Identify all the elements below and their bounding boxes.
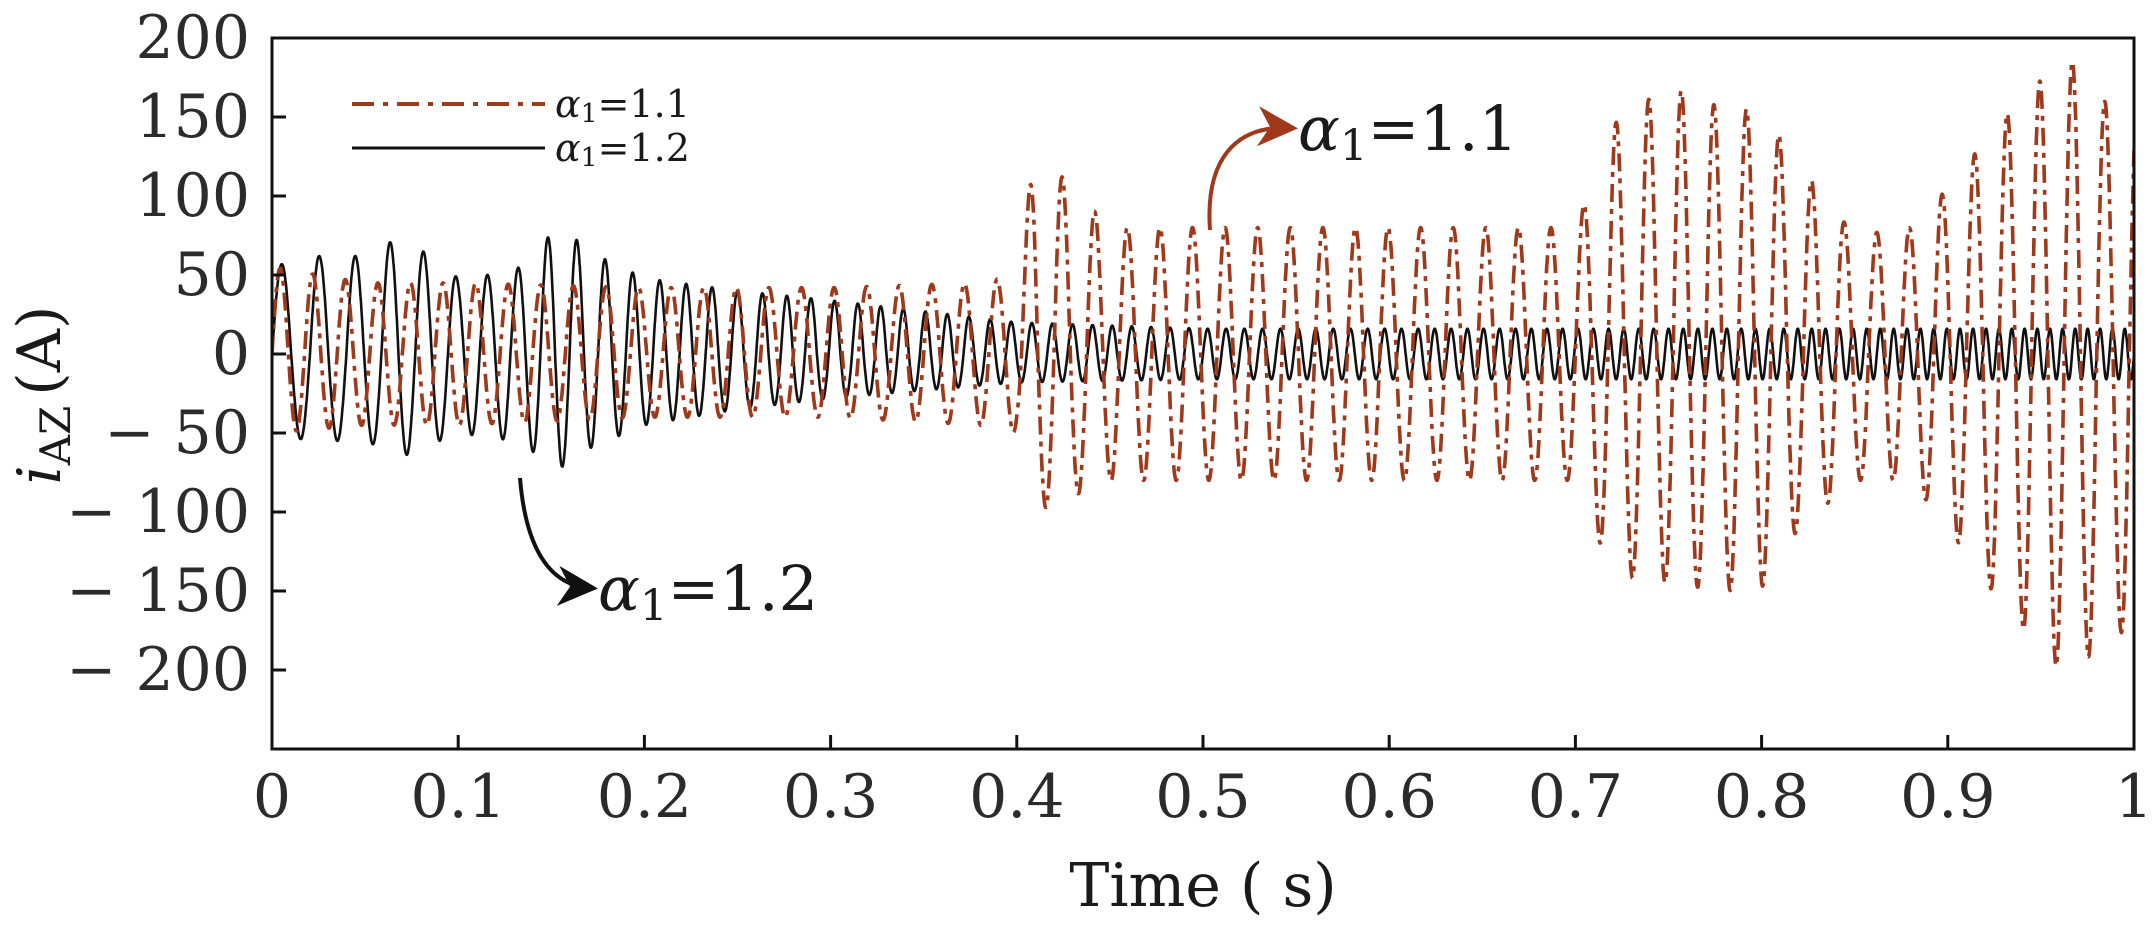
y-tick-label: 0 xyxy=(212,319,250,389)
x-tick-label: 0.3 xyxy=(783,762,878,832)
y-axis-subscript: AZ xyxy=(31,406,80,467)
annotation-label-alpha-1-1: α1=1.1 xyxy=(1298,92,1518,171)
plot-series xyxy=(272,59,2134,668)
annotation-alpha-1-2: α1=1.2 xyxy=(518,477,818,631)
x-tick-label: 0.6 xyxy=(1341,762,1436,832)
x-tick-label: 0.8 xyxy=(1714,762,1809,832)
annotation-arrow-alpha-1-2 xyxy=(518,477,598,606)
x-tick-label: 0.9 xyxy=(1900,762,1995,832)
x-tick-label: 0.7 xyxy=(1528,762,1623,832)
y-tick-label: 200 xyxy=(135,3,250,73)
series-line-alpha-1-1 xyxy=(272,59,2134,668)
y-axis-symbol: i xyxy=(5,465,75,484)
x-tick-label: 1 xyxy=(2115,762,2153,832)
x-tick-label: 0.1 xyxy=(410,762,505,832)
x-tick-label: 0.2 xyxy=(597,762,692,832)
y-axis-title: iAZ (A) xyxy=(5,306,80,485)
y-tick-label: − 150 xyxy=(66,556,250,626)
y-tick-label: 50 xyxy=(174,240,250,310)
x-tick-label: 0.4 xyxy=(969,762,1064,832)
annotation-alpha-1-1: α1=1.1 xyxy=(1207,92,1518,231)
legend-label-series-1: α1=1.1 xyxy=(555,82,690,129)
y-tick-label: − 200 xyxy=(66,635,250,705)
y-tick-label: − 50 xyxy=(104,398,250,468)
legend-label-series-2: α1=1.2 xyxy=(555,126,690,173)
y-axis-unit: (A) xyxy=(5,306,75,396)
series-line-alpha-1-2 xyxy=(272,236,2134,468)
y-axis-ticks: 200 150 100 50 0 − 50 − 100 − 150 − 200 xyxy=(66,3,286,705)
legend: α1=1.1 α1=1.2 xyxy=(352,82,690,173)
annotation-label-alpha-1-2: α1=1.2 xyxy=(598,552,818,631)
y-tick-label: 150 xyxy=(135,82,250,152)
x-axis-title: Time ( s) xyxy=(1069,851,1336,921)
y-tick-label: 100 xyxy=(135,161,250,231)
y-tick-label: − 100 xyxy=(66,477,250,547)
x-tick-label: 0.5 xyxy=(1155,762,1250,832)
x-tick-label: 0 xyxy=(253,762,291,832)
x-axis-ticks: 0 0.1 0.2 0.3 0.4 0.5 0.6 0.7 0.8 0.9 1 xyxy=(253,735,2153,832)
annotation-arrow-alpha-1-1 xyxy=(1207,106,1298,231)
